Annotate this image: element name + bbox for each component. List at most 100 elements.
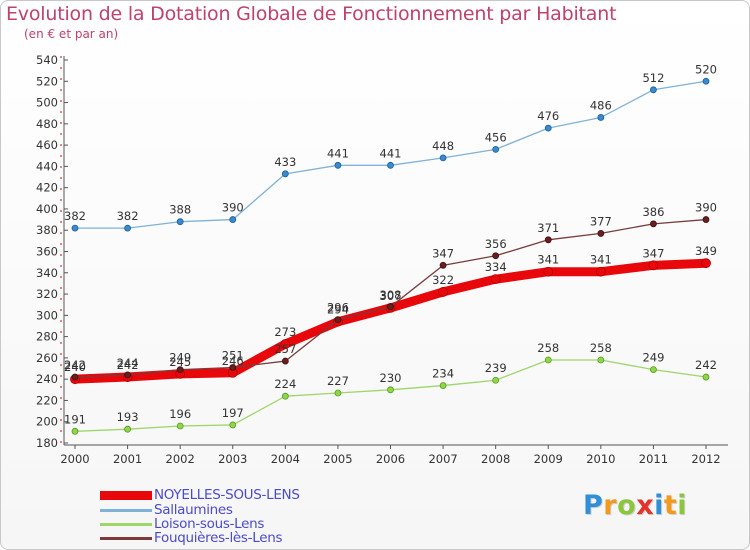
logo-letter: x <box>636 490 655 521</box>
data-point-noyelles <box>438 287 448 297</box>
data-point-fouquieres <box>492 252 500 260</box>
data-point-sallaumines <box>334 161 342 169</box>
data-point-noyelles <box>701 258 711 269</box>
y-tick-label: 300 <box>36 308 58 322</box>
data-point-sallaumines <box>650 86 657 94</box>
y-tick-label: 360 <box>36 245 58 259</box>
data-point-loison <box>124 425 131 433</box>
data-point-sallaumines <box>71 224 79 232</box>
x-tick-label: 2006 <box>376 452 405 466</box>
data-point-noyelles <box>280 339 291 349</box>
data-point-loison <box>650 366 657 373</box>
data-point-loison <box>492 376 500 384</box>
y-tick-label: 500 <box>36 96 58 110</box>
data-label-loison: 258 <box>537 341 559 355</box>
data-point-fouquieres <box>650 220 657 228</box>
legend-item-sallaumines: Sallaumines <box>100 502 233 518</box>
legend-label-sallaumines: Sallaumines <box>154 502 233 518</box>
data-label-fouquieres: 251 <box>222 348 244 362</box>
data-label-fouquieres: 371 <box>537 221 559 235</box>
y-tick-label: 420 <box>36 181 58 195</box>
x-tick-label: 2008 <box>481 452 510 466</box>
legend-item-loison: Loison-sous-Lens <box>100 516 264 532</box>
data-label-noyelles: 334 <box>485 260 507 274</box>
data-point-noyelles <box>595 266 606 277</box>
x-tick-label: 2004 <box>271 452 300 466</box>
data-point-sallaumines <box>124 224 131 232</box>
data-label-sallaumines: 433 <box>274 155 296 169</box>
data-point-sallaumines <box>492 145 500 153</box>
data-label-noyelles: 341 <box>537 253 559 267</box>
logo-letter: i <box>654 490 664 521</box>
y-tick-label: 400 <box>36 202 58 216</box>
data-point-sallaumines <box>176 218 184 226</box>
data-label-sallaumines: 520 <box>695 62 717 76</box>
data-point-loison <box>176 422 184 430</box>
data-label-fouquieres: 356 <box>485 237 507 251</box>
data-label-noyelles: 245 <box>169 355 191 369</box>
data-point-fouquieres <box>281 357 289 365</box>
data-point-loison <box>71 427 79 435</box>
data-label-sallaumines: 388 <box>169 203 191 217</box>
x-tick-label: 2009 <box>534 452 563 466</box>
data-point-fouquieres <box>334 316 342 323</box>
legend-item-noyelles: NOYELLES-SOUS-LENS <box>100 487 300 503</box>
y-tick-label: 540 <box>36 53 58 67</box>
legend-item-fouquieres: Fouquières-lès-Lens <box>100 530 282 546</box>
logo-letter: i <box>677 490 688 521</box>
data-label-sallaumines: 476 <box>537 109 559 123</box>
data-label-noyelles: 240 <box>64 360 86 374</box>
logo-letter: P <box>583 490 604 521</box>
data-point-fouquieres <box>176 366 184 373</box>
data-label-loison: 227 <box>327 374 349 388</box>
data-point-noyelles <box>648 260 659 271</box>
data-point-fouquieres <box>439 261 447 269</box>
data-point-fouquieres <box>702 216 710 223</box>
legend-swatch-noyelles <box>100 490 152 500</box>
data-point-loison <box>229 421 237 429</box>
data-point-sallaumines <box>702 77 710 85</box>
data-label-fouquieres: 308 <box>380 288 402 302</box>
data-label-noyelles: 347 <box>642 246 664 260</box>
data-point-sallaumines <box>597 114 605 121</box>
data-label-fouquieres: 242 <box>64 358 86 372</box>
data-label-fouquieres: 377 <box>590 214 612 228</box>
y-tick-label: 200 <box>36 415 58 429</box>
data-label-noyelles: 242 <box>117 358 139 372</box>
data-label-loison: 234 <box>432 367 454 381</box>
data-label-loison: 239 <box>485 361 507 375</box>
data-label-fouquieres: 249 <box>169 351 191 365</box>
data-point-loison <box>334 389 342 397</box>
data-label-noyelles: 307 <box>380 289 402 303</box>
x-tick-label: 2003 <box>218 452 247 466</box>
data-label-sallaumines: 512 <box>642 71 664 85</box>
data-label-sallaumines: 390 <box>222 201 244 215</box>
legend-swatch-sallaumines <box>100 508 152 512</box>
y-tick-label: 480 <box>36 117 58 131</box>
data-label-noyelles: 349 <box>695 244 717 258</box>
data-label-sallaumines: 382 <box>64 209 86 223</box>
legend-label-noyelles: NOYELLES-SOUS-LENS <box>154 487 300 503</box>
data-point-noyelles <box>543 266 554 277</box>
data-point-sallaumines <box>544 124 552 132</box>
x-tick-label: 2002 <box>166 452 195 466</box>
data-label-noyelles: 322 <box>432 273 454 287</box>
data-point-fouquieres <box>544 236 552 244</box>
x-tick-label: 2001 <box>113 452 142 466</box>
data-label-sallaumines: 441 <box>327 146 349 160</box>
y-tick-label: 240 <box>36 372 58 386</box>
y-tick-label: 180 <box>36 436 58 450</box>
data-label-fouquieres: 390 <box>695 201 717 215</box>
data-label-noyelles: 246 <box>222 354 244 368</box>
y-tick-label: 320 <box>36 287 58 301</box>
data-label-fouquieres: 244 <box>117 356 139 370</box>
data-point-loison <box>387 386 394 394</box>
data-label-loison: 224 <box>274 377 296 391</box>
data-label-loison: 249 <box>642 351 664 365</box>
data-point-fouquieres <box>387 303 394 311</box>
data-label-loison: 242 <box>695 358 717 372</box>
x-tick-label: 2012 <box>691 452 720 466</box>
data-point-loison <box>544 356 552 364</box>
